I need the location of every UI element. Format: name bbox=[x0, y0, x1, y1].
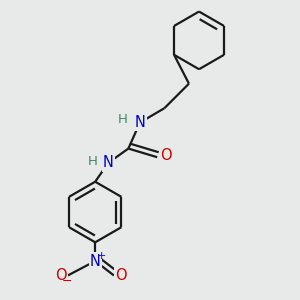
Text: O: O bbox=[55, 268, 66, 283]
Text: O: O bbox=[115, 268, 127, 283]
Text: +: + bbox=[97, 251, 106, 261]
Text: N: N bbox=[134, 115, 145, 130]
Text: −: − bbox=[62, 275, 72, 288]
Text: O: O bbox=[160, 148, 172, 163]
Text: N: N bbox=[103, 155, 114, 170]
Text: H: H bbox=[87, 155, 97, 168]
Text: N: N bbox=[90, 254, 101, 268]
Text: H: H bbox=[118, 113, 128, 126]
